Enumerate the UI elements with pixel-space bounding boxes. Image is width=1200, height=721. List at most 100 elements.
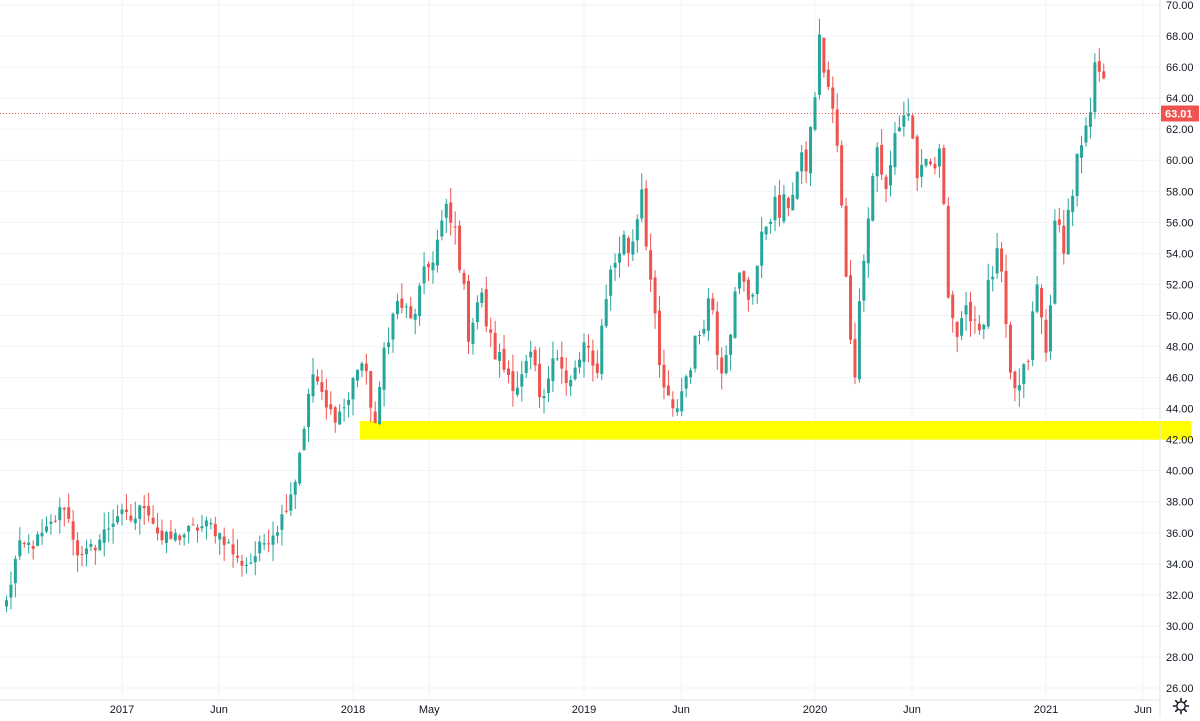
candle-body (404, 306, 408, 308)
candle (635, 214, 639, 253)
candle (520, 360, 524, 402)
candle-body (604, 299, 608, 327)
candle-body (484, 289, 488, 327)
candle (324, 378, 328, 420)
candle-body (453, 226, 457, 228)
candle (467, 274, 470, 354)
candle-body (937, 148, 941, 167)
candle (1026, 359, 1030, 371)
candle-body (946, 205, 950, 298)
candle-body (302, 429, 306, 451)
candle-body (333, 407, 337, 423)
candle (937, 143, 941, 178)
time-tick-label: May (419, 704, 440, 716)
candle (44, 516, 48, 534)
candle-body (564, 370, 568, 383)
candle (724, 345, 728, 375)
candle-body (555, 358, 559, 360)
candle-body (458, 225, 462, 271)
candle-body (973, 319, 977, 321)
candle (1048, 294, 1052, 360)
price-tick-label: 28.00 (1166, 652, 1194, 664)
candle-body (600, 325, 604, 375)
price-axis[interactable]: 26.00 28.00 30.00 32.00 34.00 36.00 38.00 40.00… (1159, 0, 1199, 718)
price-tick-label: 26.00 (1166, 683, 1194, 695)
candle-body (267, 543, 271, 545)
candle-body (440, 220, 444, 237)
candle (658, 295, 662, 378)
candle (209, 518, 213, 530)
candle (124, 494, 128, 520)
candle (555, 349, 559, 361)
candle-body (262, 543, 266, 545)
candle (689, 367, 693, 384)
candle (84, 539, 88, 567)
candle-body (244, 564, 248, 566)
candle (884, 174, 888, 203)
candle (693, 335, 697, 373)
candle-body (44, 526, 48, 532)
candle (329, 391, 333, 415)
time-tick-label: 2018 (341, 704, 365, 716)
candle-body (671, 399, 675, 409)
candle-body (764, 226, 768, 235)
candle (53, 515, 57, 523)
price-tick-label: 48.00 (1166, 342, 1194, 354)
candle-body (49, 521, 53, 524)
price-tick-label: 62.00 (1166, 124, 1194, 136)
candle-body (9, 584, 13, 598)
candle (964, 291, 968, 331)
price-tick-label: 68.00 (1166, 31, 1194, 43)
candle (1066, 198, 1070, 256)
time-tick-label: 2020 (803, 704, 827, 716)
candle (116, 504, 120, 525)
candle-body (640, 189, 644, 219)
candle-body (1004, 270, 1008, 325)
candle-body (977, 323, 981, 331)
candle (777, 179, 781, 227)
candle (204, 516, 208, 540)
candle (111, 509, 115, 544)
candle-body (746, 279, 750, 300)
candle-body (196, 527, 200, 531)
candle-body (995, 248, 999, 274)
candle-body (1088, 112, 1092, 127)
candle-body (618, 253, 622, 263)
support-zone-layer (359, 421, 1192, 440)
candle-body (884, 176, 888, 189)
candle-body (129, 515, 133, 521)
candle (800, 144, 804, 184)
candle-body (462, 272, 466, 284)
candle (569, 375, 573, 397)
candle (595, 350, 599, 379)
candle-body (733, 291, 737, 338)
candle-body (298, 452, 302, 484)
candle (98, 534, 102, 551)
candle (231, 528, 235, 568)
candle (395, 293, 399, 320)
candle-body (689, 370, 693, 378)
candle-body (533, 349, 537, 366)
candle (498, 343, 502, 378)
candle-body (622, 234, 626, 255)
candle (360, 361, 364, 377)
candle (409, 296, 413, 319)
candle-body (862, 260, 866, 301)
gear-icon[interactable] (1171, 696, 1191, 716)
candle (71, 509, 75, 556)
price-tick-label: 54.00 (1166, 248, 1194, 260)
candle (1000, 242, 1004, 283)
candle (982, 323, 986, 340)
time-axis[interactable]: 2017 Jun 2018 May 2019 Jun 2020 Jun 2021 Jun (0, 699, 1160, 716)
candle (196, 524, 200, 543)
candle-body (920, 164, 924, 177)
candle-body (187, 525, 191, 532)
candle-body (866, 218, 870, 264)
candle (871, 172, 875, 222)
candle (586, 334, 590, 363)
candle-body (551, 358, 555, 382)
candle-body (116, 516, 120, 523)
candle-body (1053, 220, 1057, 304)
candle (626, 235, 630, 267)
